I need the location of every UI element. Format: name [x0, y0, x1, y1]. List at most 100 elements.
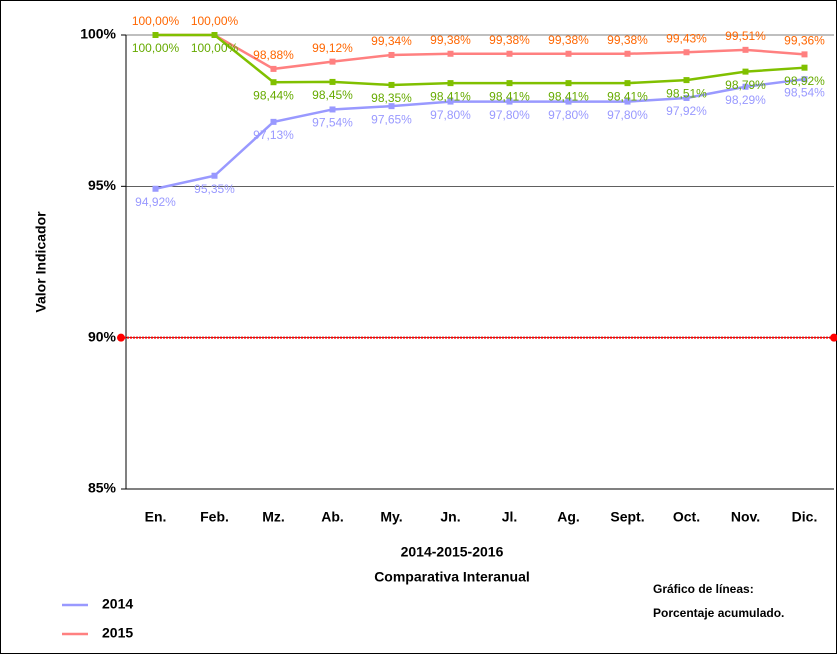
- x-tick-label: Dic.: [792, 509, 818, 525]
- marker: [565, 50, 572, 57]
- marker: [447, 80, 454, 87]
- value-label: 100,00%: [191, 41, 239, 55]
- marker: [683, 49, 690, 56]
- marker: [624, 80, 631, 87]
- value-label: 97,80%: [607, 108, 648, 122]
- marker: [683, 94, 690, 101]
- marker: [329, 106, 336, 113]
- value-label: 98,45%: [312, 88, 353, 102]
- value-label: 98,41%: [548, 89, 589, 103]
- marker: [624, 98, 631, 105]
- series-line: [155, 77, 805, 190]
- value-label: 100,00%: [132, 14, 180, 28]
- note: Porcentaje acumulado.: [653, 606, 784, 620]
- marker: [506, 50, 513, 57]
- value-label: 99,51%: [725, 29, 766, 43]
- value-label: 97,80%: [430, 108, 471, 122]
- value-label: 98,35%: [371, 91, 412, 105]
- value-label: 97,80%: [489, 108, 530, 122]
- value-label: 97,80%: [548, 108, 589, 122]
- marker: [329, 58, 336, 65]
- marker: [388, 51, 395, 58]
- value-label: 98,41%: [430, 89, 471, 103]
- marker: [270, 79, 277, 86]
- y-tick-label: 95%: [88, 177, 117, 193]
- value-label: 100,00%: [132, 41, 180, 55]
- marker: [211, 32, 218, 38]
- y-tick-label: 100%: [80, 26, 116, 42]
- marker: [447, 50, 454, 57]
- marker: [270, 65, 277, 72]
- reference-end: [830, 333, 837, 342]
- marker: [152, 185, 159, 192]
- marker: [742, 68, 749, 75]
- value-label: 98,44%: [253, 88, 294, 102]
- marker: [801, 76, 808, 83]
- marker: [211, 172, 218, 179]
- marker: [683, 77, 690, 84]
- note: Gráfico de líneas:: [653, 582, 754, 596]
- value-label: 99,38%: [430, 33, 471, 47]
- y-tick-label: 90%: [88, 328, 117, 344]
- marker: [388, 81, 395, 88]
- marker: [742, 83, 749, 90]
- marker: [742, 46, 749, 53]
- reference-end: [117, 333, 125, 342]
- legend-label: 2015: [102, 625, 133, 641]
- value-label: 98,41%: [489, 89, 530, 103]
- value-label: 97,13%: [253, 128, 294, 142]
- marker: [506, 80, 513, 87]
- x-tick-label: Nov.: [731, 509, 760, 525]
- value-label: 97,92%: [666, 104, 707, 118]
- value-label: 98,54%: [784, 85, 825, 99]
- marker: [565, 80, 572, 87]
- marker: [388, 103, 395, 110]
- marker: [447, 98, 454, 105]
- x-axis-label: 2014-2015-2016: [401, 544, 504, 560]
- legend-label: 2014: [102, 596, 133, 612]
- x-tick-label: Sept.: [610, 509, 644, 525]
- y-axis-label: Valor Indicador: [33, 211, 49, 313]
- value-label: 98,51%: [666, 86, 707, 100]
- value-label: 99,36%: [784, 34, 825, 48]
- marker: [565, 98, 572, 105]
- value-label: 98,88%: [253, 48, 294, 62]
- value-label: 98,29%: [725, 93, 766, 107]
- x-tick-label: Oct.: [673, 509, 700, 525]
- x-tick-label: Mz.: [262, 509, 285, 525]
- value-label: 98,41%: [607, 89, 648, 103]
- value-label: 99,38%: [489, 33, 530, 47]
- x-tick-label: Feb.: [200, 509, 229, 525]
- series-line: [155, 33, 805, 87]
- value-label: 98,92%: [784, 74, 825, 88]
- marker: [506, 98, 513, 105]
- marker: [270, 118, 277, 125]
- value-label: 98,79%: [725, 78, 766, 92]
- value-label: 100,00%: [191, 14, 239, 28]
- value-label: 99,38%: [607, 33, 648, 47]
- x-tick-label: Jn.: [440, 509, 460, 525]
- y-tick-label: 85%: [88, 480, 117, 496]
- value-label: 99,43%: [666, 31, 707, 45]
- x-tick-label: Ab.: [321, 509, 344, 525]
- series-line: [155, 33, 805, 71]
- value-label: 99,38%: [548, 33, 589, 47]
- x-tick-label: Jl.: [502, 509, 518, 525]
- value-label: 99,12%: [312, 41, 353, 55]
- marker: [801, 51, 808, 58]
- value-label: 99,34%: [371, 34, 412, 48]
- x-tick-label: My.: [380, 509, 402, 525]
- value-label: 97,65%: [371, 112, 412, 126]
- marker: [801, 64, 808, 71]
- x-tick-label: Ag.: [557, 509, 580, 525]
- value-label: 95,35%: [194, 182, 235, 196]
- marker: [624, 50, 631, 57]
- x-tick-label: En.: [145, 509, 167, 525]
- value-label: 97,54%: [312, 116, 353, 130]
- x-axis-label: Comparativa Interanual: [374, 569, 530, 585]
- marker: [152, 32, 159, 38]
- value-label: 94,92%: [135, 195, 176, 209]
